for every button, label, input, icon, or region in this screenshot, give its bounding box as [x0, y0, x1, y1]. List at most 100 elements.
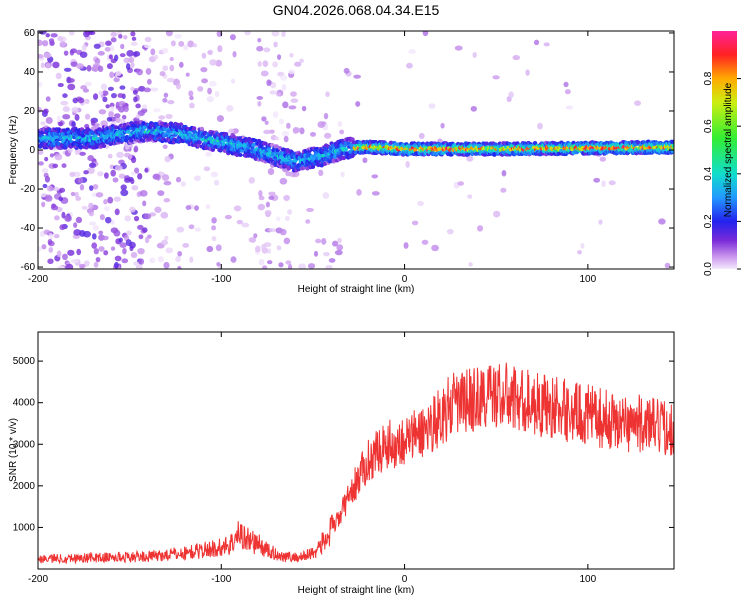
spectrogram-cell [215, 59, 223, 67]
spectrogram-cell [255, 245, 261, 253]
spectrogram-cell [84, 113, 91, 120]
spectrogram-cell [353, 74, 362, 79]
spectrogram-cell [230, 78, 236, 84]
spectrogram-cell [88, 211, 94, 217]
spectrogram-cell [107, 196, 114, 204]
spectrogram-cell [71, 259, 79, 264]
spectrogram-cell [80, 85, 88, 90]
y-tick-label: 1000 [13, 522, 36, 533]
spectrogram-cell [103, 172, 109, 179]
spectrogram-cell [136, 68, 143, 76]
spectrogram-cell [40, 62, 45, 69]
spectrogram-cell [318, 169, 324, 177]
spectrogram-cell [53, 186, 60, 192]
spectrogram-cell [549, 151, 554, 156]
spectrogram-cell [67, 147, 73, 154]
spectrogram-cell [118, 34, 123, 39]
spectrogram-cell [565, 105, 574, 110]
spectrogram-cell [56, 265, 65, 269]
spectrogram-cell [88, 162, 97, 168]
spectrogram-cell [362, 157, 368, 164]
spectrogram-cell [182, 243, 190, 248]
spectrogram-cell [143, 213, 152, 220]
spectrogram-cell [262, 265, 268, 269]
spectrogram-cell [197, 86, 204, 92]
spectrogram-cell [580, 242, 585, 249]
spectrogram-cell [119, 85, 126, 90]
spectrogram-cell [125, 144, 130, 150]
spectrogram-cell [114, 165, 123, 171]
spectrogram-cell [62, 253, 68, 261]
spectrogram-cell [92, 225, 100, 231]
spectrogram-cell [279, 177, 288, 185]
spectrogram-cell [285, 260, 292, 265]
spectrogram-cell [137, 224, 144, 230]
spectrogram-cell [251, 142, 256, 147]
spectrogram-cell [59, 40, 66, 48]
spectrogram-cell [150, 48, 156, 56]
spectrogram-cell [79, 184, 85, 191]
spectrogram-cell [139, 190, 148, 197]
spectrogram-cell [257, 203, 266, 211]
spectrogram-cell [138, 258, 145, 265]
spectrogram-cell [93, 93, 99, 101]
spectrogram-cell [257, 37, 262, 43]
spectrogram-cell [162, 65, 169, 72]
spectrogram-cell [176, 226, 185, 233]
spectrogram-cell [110, 93, 117, 99]
spectrogram-cell [266, 147, 272, 152]
spectrogram-cell [337, 121, 343, 127]
spectrogram-cell [246, 149, 252, 154]
spectrogram-cells [38, 31, 674, 269]
spectrogram-cell [356, 188, 362, 196]
spectrogram-cell [149, 257, 156, 264]
spectrogram-cell [113, 125, 119, 130]
spectrogram-cell [231, 134, 236, 139]
spectrogram-cell [248, 176, 255, 184]
spectrogram-cell [113, 229, 121, 237]
spectrogram-cell [53, 233, 60, 239]
spectrogram-cell [81, 44, 87, 51]
spectrogram-cell [103, 250, 109, 256]
spectrogram-cell [294, 61, 302, 67]
colorbar-tick-label: 0.0 [703, 262, 714, 276]
spectrogram-cell [272, 111, 279, 119]
y-tick-label: 5000 [13, 356, 36, 367]
spectrogram-cell [57, 82, 64, 88]
spectrogram-cell [200, 67, 208, 73]
spectrogram-cell [110, 169, 116, 177]
spectrogram-cell [42, 183, 48, 189]
spectrogram-cell [165, 113, 173, 120]
spectrogram-cell [142, 227, 148, 233]
spectrogram-cell [118, 101, 126, 106]
spectrogram-cell [130, 178, 135, 185]
spectrogram-cell [525, 69, 530, 76]
spectrogram-cell [258, 190, 263, 198]
spectrogram-cell [202, 130, 208, 135]
spectrogram-cell [163, 197, 171, 203]
spectrogram-cell [45, 33, 50, 38]
spectrogram-cell [543, 42, 550, 47]
spectrogram-cell [118, 173, 126, 179]
spectrogram-cell [162, 98, 168, 103]
spectrogram-cell [564, 89, 571, 95]
x-tick-label: -100 [211, 574, 231, 585]
spectrogram-cell [97, 65, 104, 73]
spectrogram-cell [167, 100, 175, 105]
spectrogram-cell [209, 59, 218, 66]
spectrogram-cell [113, 77, 120, 83]
spectrogram-cell [257, 60, 262, 67]
spectrogram-cell [44, 175, 51, 183]
spectrogram-cell [89, 185, 94, 191]
spectrogram-cell [98, 246, 105, 252]
spectrogram-cell [107, 138, 112, 143]
spectrogram-cell [289, 53, 294, 58]
spectrogram-cell [48, 246, 54, 253]
spectrogram-cell [107, 86, 114, 91]
spectrogram-cell [119, 53, 126, 58]
spectrogram-cell [221, 142, 227, 147]
spectrogram-cell [206, 245, 214, 253]
spectrogram-cell [104, 47, 111, 52]
colorbar-tick-label: 0.8 [703, 71, 714, 85]
